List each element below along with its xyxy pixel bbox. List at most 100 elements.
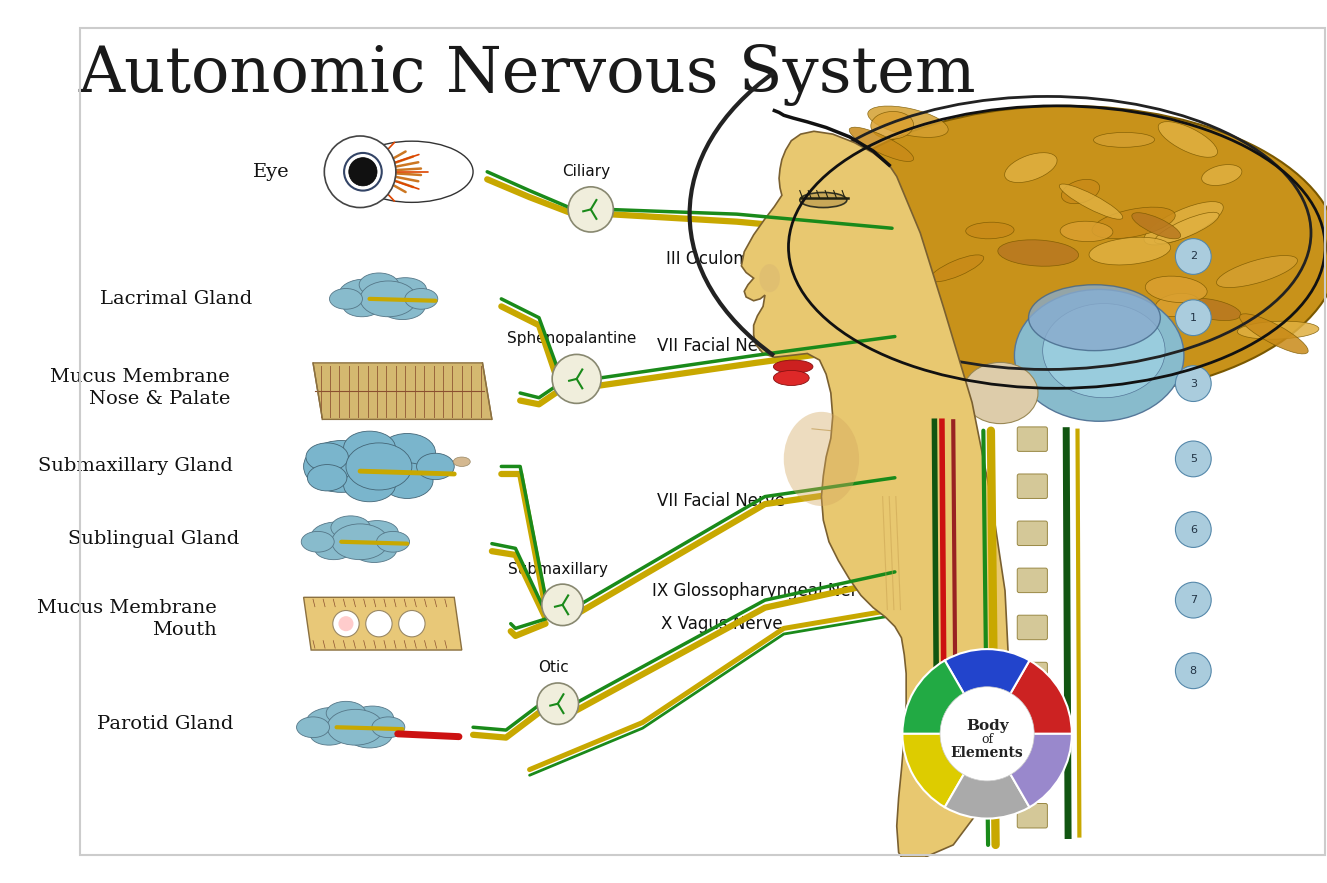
Ellipse shape: [784, 411, 859, 506]
Ellipse shape: [1176, 300, 1212, 336]
Ellipse shape: [966, 223, 1014, 238]
Ellipse shape: [360, 273, 398, 297]
Ellipse shape: [1145, 276, 1208, 303]
Ellipse shape: [1093, 132, 1154, 147]
FancyBboxPatch shape: [1018, 804, 1047, 828]
Text: Eye: Eye: [253, 162, 289, 181]
FancyBboxPatch shape: [1018, 709, 1047, 734]
Ellipse shape: [839, 328, 889, 343]
Ellipse shape: [346, 443, 411, 490]
Ellipse shape: [1176, 238, 1212, 275]
Ellipse shape: [330, 516, 370, 540]
Ellipse shape: [307, 707, 358, 737]
Ellipse shape: [847, 263, 925, 298]
Text: Sublingual Gland: Sublingual Gland: [68, 530, 240, 548]
Wedge shape: [987, 660, 1072, 734]
Ellipse shape: [384, 277, 426, 301]
Text: 1: 1: [1190, 313, 1197, 322]
Text: Lacrimal Gland: Lacrimal Gland: [100, 290, 252, 308]
Ellipse shape: [1176, 582, 1212, 618]
Ellipse shape: [307, 443, 348, 472]
Ellipse shape: [794, 106, 1327, 397]
Circle shape: [398, 610, 425, 637]
Polygon shape: [304, 597, 462, 650]
Ellipse shape: [360, 281, 417, 317]
Ellipse shape: [1158, 122, 1217, 157]
Ellipse shape: [1060, 222, 1113, 242]
Ellipse shape: [329, 289, 362, 309]
Ellipse shape: [381, 463, 433, 499]
Ellipse shape: [1237, 321, 1319, 339]
Ellipse shape: [962, 362, 1038, 424]
Ellipse shape: [1239, 313, 1308, 354]
Circle shape: [324, 136, 395, 208]
Text: Parotid Gland: Parotid Gland: [97, 715, 234, 734]
Text: Body: Body: [966, 720, 1009, 733]
Ellipse shape: [871, 111, 913, 140]
Ellipse shape: [1059, 184, 1123, 219]
Ellipse shape: [372, 717, 405, 737]
Ellipse shape: [807, 299, 878, 330]
FancyBboxPatch shape: [1018, 521, 1047, 546]
Ellipse shape: [314, 539, 353, 560]
Circle shape: [349, 158, 377, 186]
Ellipse shape: [998, 240, 1079, 267]
Ellipse shape: [837, 264, 890, 292]
Ellipse shape: [350, 141, 472, 202]
Circle shape: [541, 585, 584, 625]
Ellipse shape: [1217, 255, 1298, 288]
Circle shape: [552, 354, 601, 404]
Circle shape: [568, 187, 613, 232]
Text: 5: 5: [1190, 454, 1197, 464]
Ellipse shape: [867, 224, 913, 252]
Ellipse shape: [1062, 179, 1100, 204]
Text: Autonomic Nervous System: Autonomic Nervous System: [78, 44, 977, 106]
Ellipse shape: [1028, 284, 1160, 351]
Circle shape: [940, 687, 1034, 781]
Ellipse shape: [356, 521, 398, 544]
FancyBboxPatch shape: [1018, 568, 1047, 592]
Ellipse shape: [377, 532, 410, 552]
Wedge shape: [902, 734, 987, 807]
Text: 3: 3: [1190, 379, 1197, 389]
Ellipse shape: [1092, 208, 1176, 238]
Circle shape: [333, 610, 360, 637]
Ellipse shape: [352, 536, 397, 562]
FancyBboxPatch shape: [1018, 474, 1047, 499]
Ellipse shape: [417, 453, 454, 479]
Text: Ciliary: Ciliary: [563, 164, 610, 179]
Circle shape: [537, 683, 579, 724]
Polygon shape: [313, 363, 492, 419]
Ellipse shape: [332, 524, 389, 560]
Ellipse shape: [1156, 293, 1200, 317]
Ellipse shape: [868, 106, 949, 138]
Text: 2: 2: [1190, 252, 1197, 261]
Text: Submaxillary Gland: Submaxillary Gland: [38, 457, 234, 475]
Ellipse shape: [1154, 212, 1220, 244]
Ellipse shape: [800, 192, 847, 208]
Ellipse shape: [1176, 366, 1212, 402]
Text: Submaxillary: Submaxillary: [508, 562, 608, 577]
Text: VII Facial Nerve: VII Facial Nerve: [657, 493, 784, 510]
Ellipse shape: [308, 464, 346, 491]
Ellipse shape: [344, 469, 395, 502]
Text: X Vagus Nerve: X Vagus Nerve: [661, 615, 783, 633]
Ellipse shape: [326, 701, 366, 725]
Circle shape: [338, 616, 353, 631]
Wedge shape: [902, 660, 987, 734]
Ellipse shape: [454, 457, 470, 466]
FancyBboxPatch shape: [1018, 615, 1047, 639]
Text: 6: 6: [1190, 525, 1197, 534]
Ellipse shape: [1182, 298, 1241, 321]
Text: of: of: [981, 733, 993, 746]
Ellipse shape: [1005, 153, 1058, 183]
Ellipse shape: [779, 306, 867, 323]
Ellipse shape: [1202, 164, 1242, 185]
Text: Mucus Membrane
Mouth: Mucus Membrane Mouth: [37, 599, 218, 639]
Ellipse shape: [849, 127, 913, 162]
Ellipse shape: [1176, 653, 1212, 689]
Ellipse shape: [304, 441, 380, 493]
Ellipse shape: [344, 431, 395, 464]
Text: 8: 8: [1190, 666, 1197, 675]
Ellipse shape: [301, 532, 334, 552]
